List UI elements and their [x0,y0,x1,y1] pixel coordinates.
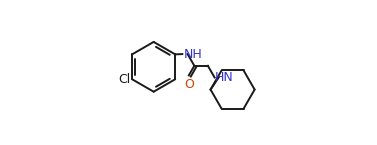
Text: HN: HN [215,71,233,84]
Text: NH: NH [184,48,203,61]
Text: O: O [184,78,194,91]
Text: Cl: Cl [118,73,130,86]
